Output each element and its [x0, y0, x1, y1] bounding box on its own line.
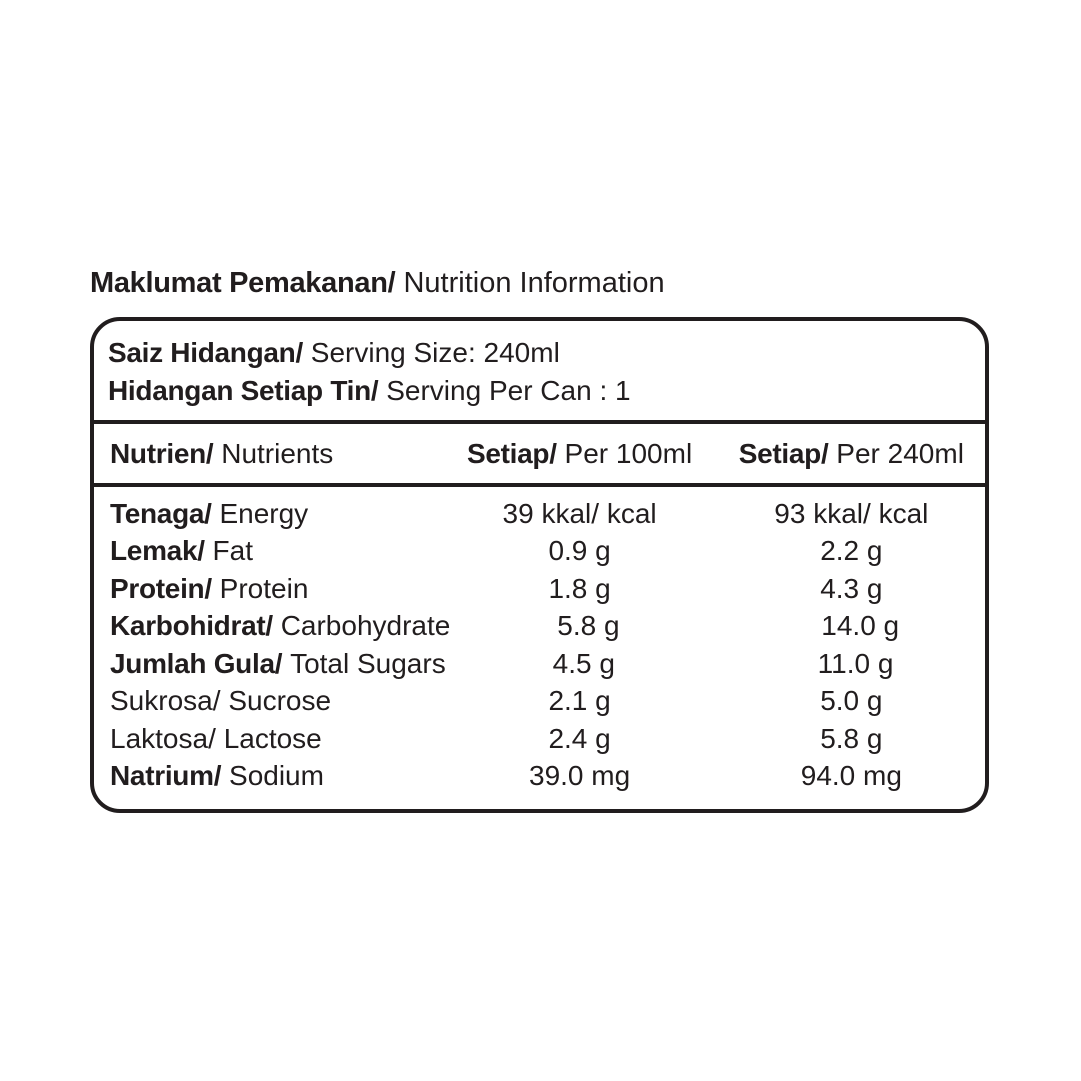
value-per-240ml: 2.2 g [820, 535, 883, 567]
value-per-100ml: 0.9 g [548, 535, 611, 567]
value-per-100ml: 39.0 mg [529, 760, 631, 792]
nutrient-name-my: Lemak/ [110, 535, 205, 567]
nutrient-name-en: Total Sugars [290, 647, 446, 679]
table-row: Natrium/Sodium 39.0 mg 94.0 mg [94, 758, 985, 796]
nutrition-box: Saiz Hidangan/Serving Size: 240ml Hidang… [90, 317, 989, 813]
table-row: Protein/Protein 1.8 g 4.3 g [94, 570, 985, 608]
serving-per-can-value: Serving Per Can : 1 [386, 375, 631, 406]
serving-per-can-label-malay: Hidangan Setiap Tin/ [108, 375, 379, 406]
header-per-240ml-malay: Setiap/ [738, 437, 829, 469]
value-per-100ml: 1.8 g [548, 572, 611, 604]
nutrient-name-cell: Karbohidrat/Carbohydrate [94, 610, 450, 642]
value-per-100ml: 5.8 g [557, 610, 620, 642]
nutrient-name-en: Carbohydrate [280, 610, 451, 642]
table-row: Karbohidrat/Carbohydrate 5.8 g 14.0 g [94, 608, 985, 646]
value-per-100ml: 2.4 g [548, 722, 611, 754]
nutrient-name-en: Lactose [223, 722, 322, 754]
nutrient-name-my: Karbohidrat/ [110, 610, 273, 642]
table-row: Jumlah Gula/Total Sugars 4.5 g 11.0 g [94, 645, 985, 683]
nutrition-label: Maklumat Pemakanan/Nutrition Information… [90, 266, 990, 813]
nutrient-name-en: Sodium [229, 760, 324, 792]
header-per-100ml-malay: Setiap/ [467, 437, 557, 469]
value-per-240ml: 4.3 g [820, 572, 883, 604]
serving-size-line: Saiz Hidangan/Serving Size: 240ml [108, 334, 967, 372]
value-per-100ml: 2.1 g [548, 685, 611, 717]
table-row: Tenaga/Energy 39 kkal/ kcal 93 kkal/ kca… [94, 495, 985, 533]
value-per-240ml: 94.0 mg [800, 760, 902, 792]
nutrient-name-cell: Laktosa/Lactose [94, 723, 441, 755]
value-per-240ml: 93 kkal/ kcal [774, 497, 929, 529]
table-row: Sukrosa/Sucrose 2.1 g 5.0 g [94, 683, 985, 721]
nutrient-name-my: Jumlah Gula/ [110, 647, 283, 679]
nutrient-name-my: Tenaga/ [110, 497, 212, 529]
nutrient-name-cell: Sukrosa/Sucrose [94, 685, 441, 717]
table-row: Lemak/Fat 0.9 g 2.2 g [94, 533, 985, 571]
nutrient-name-en: Fat [212, 535, 253, 567]
header-nutrients-malay: Nutrien/ [110, 437, 214, 469]
serving-size-value: Serving Size: 240ml [310, 337, 560, 368]
serving-info: Saiz Hidangan/Serving Size: 240ml Hidang… [94, 321, 985, 420]
header-per-240ml-english: Per 240ml [836, 437, 964, 469]
title-malay: Maklumat Pemakanan/ [90, 267, 396, 299]
header-per-240ml: Setiap/Per 240ml [718, 438, 985, 470]
nutrient-name-my: Protein/ [110, 572, 212, 604]
title-english: Nutrition Information [403, 267, 665, 299]
header-per-100ml: Setiap/Per 100ml [441, 438, 717, 470]
nutrient-name-my: Natrium/ [110, 760, 222, 792]
header-nutrients-english: Nutrients [221, 437, 334, 469]
nutrient-name-cell: Lemak/Fat [94, 535, 441, 567]
divider-top [94, 420, 985, 424]
divider-header [94, 483, 985, 487]
value-per-240ml: 5.0 g [820, 685, 883, 717]
nutrient-name-en: Energy [219, 497, 309, 529]
nutrient-name-en: Protein [219, 572, 309, 604]
nutrient-name-en: Sucrose [228, 685, 332, 717]
value-per-240ml: 11.0 g [817, 647, 894, 679]
value-per-100ml: 39 kkal/ kcal [502, 497, 657, 529]
serving-size-label-malay: Saiz Hidangan/ [108, 337, 303, 368]
value-per-240ml: 14.0 g [821, 610, 900, 642]
nutrient-name-cell: Tenaga/Energy [94, 498, 441, 530]
header-per-100ml-english: Per 100ml [564, 437, 693, 469]
serving-per-can-line: Hidangan Setiap Tin/Serving Per Can : 1 [108, 372, 967, 410]
value-per-100ml: 4.5 g [552, 647, 615, 679]
nutrient-name-cell: Jumlah Gula/Total Sugars [94, 648, 446, 680]
header-nutrients: Nutrien/Nutrients [94, 438, 441, 470]
nutrient-rows: Tenaga/Energy 39 kkal/ kcal 93 kkal/ kca… [94, 487, 985, 809]
nutrient-name-cell: Natrium/Sodium [94, 760, 441, 792]
value-per-240ml: 5.8 g [820, 722, 883, 754]
nutrient-name-my: Laktosa/ [110, 722, 216, 754]
page-title: Maklumat Pemakanan/Nutrition Information [90, 266, 990, 300]
nutrient-name-my: Sukrosa/ [110, 685, 221, 717]
nutrient-name-cell: Protein/Protein [94, 573, 441, 605]
table-row: Laktosa/Lactose 2.4 g 5.8 g [94, 720, 985, 758]
table-header-row: Nutrien/Nutrients Setiap/Per 100ml Setia… [94, 424, 985, 483]
